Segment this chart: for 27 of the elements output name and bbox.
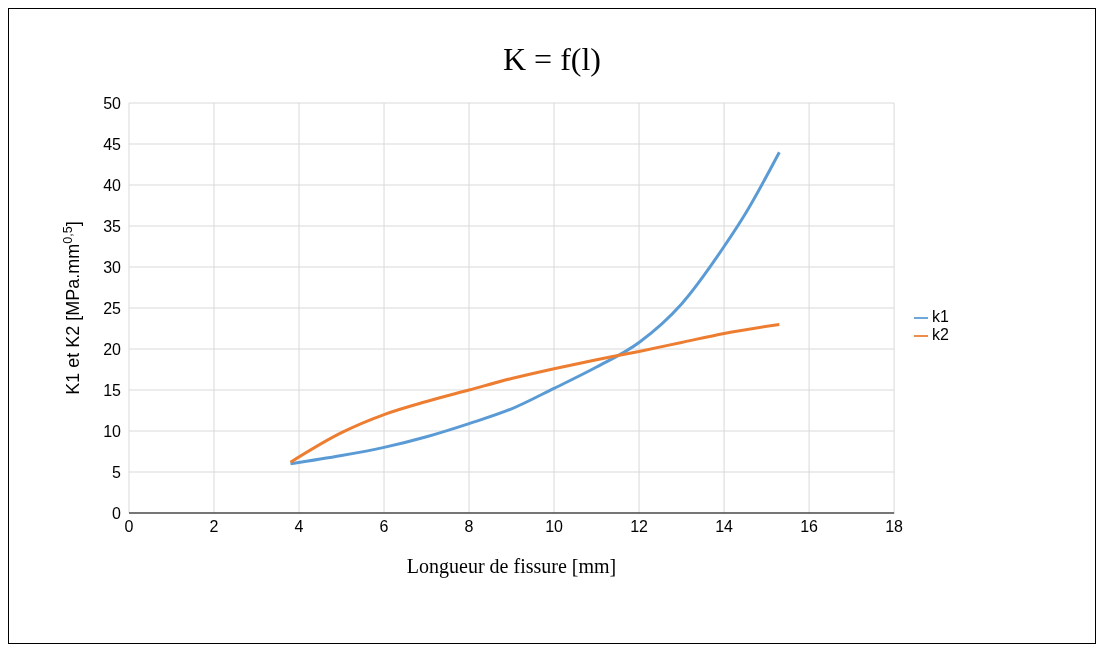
y-tick-label: 10 <box>103 422 122 440</box>
y-tick-label: 30 <box>103 258 122 276</box>
y-tick-label: 25 <box>103 299 122 317</box>
y-tick-label: 5 <box>112 463 122 481</box>
x-tick-label: 14 <box>715 518 734 536</box>
x-tick-label: 18 <box>885 518 904 536</box>
legend-label: k2 <box>932 326 949 343</box>
y-tick-label: 50 <box>103 94 122 112</box>
y-tick-label: 0 <box>112 504 122 522</box>
legend-label: k1 <box>932 308 949 325</box>
x-tick-label: 4 <box>294 518 304 536</box>
line-series <box>289 150 781 466</box>
x-tick-label: 12 <box>630 518 649 536</box>
y-tick-label: 45 <box>103 135 122 153</box>
y-tick-label: 40 <box>103 176 122 194</box>
x-axis-title: Longueur de fissure [mm] <box>406 555 617 578</box>
y-tick-label: 35 <box>103 217 122 235</box>
x-tick-label: 8 <box>464 518 474 536</box>
y-tick-label: 15 <box>103 381 122 399</box>
x-tick-label: 10 <box>545 518 564 536</box>
x-tick-label: 0 <box>124 518 134 536</box>
x-tick-label: 16 <box>800 518 819 536</box>
y-tick-label: 20 <box>103 340 122 358</box>
x-tick-label: 2 <box>209 518 219 536</box>
line-series <box>289 322 781 464</box>
chart-title: K = f(l) <box>502 41 602 78</box>
x-tick-label: 6 <box>379 518 389 536</box>
